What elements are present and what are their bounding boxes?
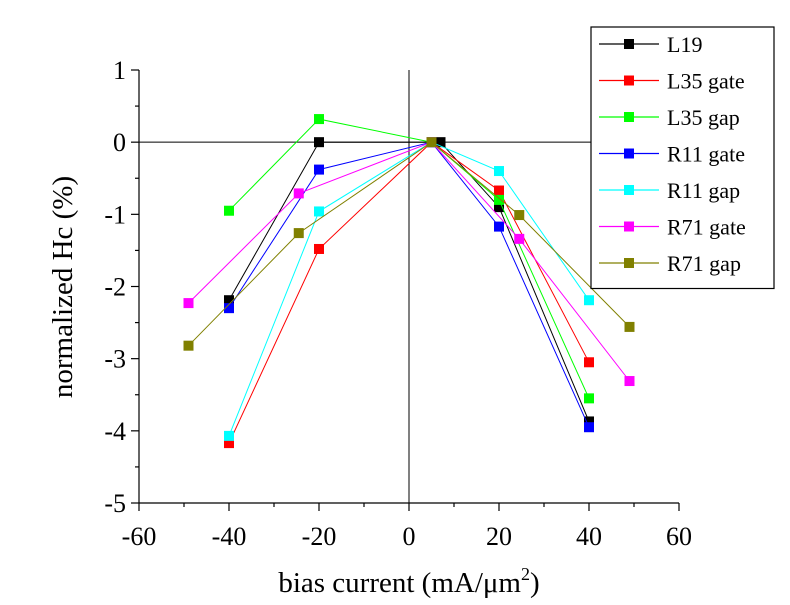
data-point (494, 221, 504, 232)
x-axis-title-superscript: 2 (521, 564, 530, 584)
x-tick-label: -60 (122, 522, 157, 551)
legend-label: R71 gap (667, 251, 741, 276)
x-tick-label: 40 (576, 522, 602, 551)
y-tick-label: -2 (104, 273, 126, 302)
legend-marker (624, 75, 634, 86)
series-layer (183, 114, 635, 449)
data-point (624, 321, 635, 332)
data-point (584, 422, 594, 433)
data-point (624, 376, 635, 387)
legend-item: L19 (599, 32, 702, 57)
y-axis: -5 -4 -3 -2 -1 0 1 (104, 56, 140, 518)
legend-marker (624, 258, 634, 268)
data-point (183, 298, 194, 309)
data-point (494, 185, 504, 196)
data-point (183, 340, 194, 351)
data-point (293, 188, 304, 199)
legend-marker (624, 39, 634, 49)
legend-item: R71 gap (599, 251, 741, 276)
legend-item: R71 gate (599, 215, 746, 240)
data-point (584, 393, 594, 404)
y-axis-title: normalized Hc (%) (47, 176, 79, 398)
legend-item: L35 gap (599, 105, 740, 130)
data-point (514, 233, 525, 244)
data-point (224, 205, 234, 216)
y-tick-label: 0 (113, 128, 126, 157)
legend-label: L35 gate (667, 69, 745, 94)
data-point (494, 202, 504, 213)
legend-marker (624, 185, 634, 195)
legend-label: R11 gap (667, 178, 740, 203)
data-point (224, 295, 234, 306)
legend-label: R71 gate (667, 215, 746, 240)
x-axis-title: bias current (mA/μm2) (278, 564, 539, 599)
data-point (314, 164, 324, 175)
data-point (426, 137, 437, 148)
data-point (314, 114, 324, 125)
data-point (514, 210, 525, 221)
data-point (584, 416, 594, 427)
legend-box (590, 26, 775, 290)
data-point (314, 206, 324, 217)
legend-item: R11 gap (599, 178, 740, 203)
legend-item: R11 gate (599, 142, 745, 167)
legend-label: R11 gate (667, 142, 745, 167)
data-point (494, 194, 504, 205)
legend-marker (624, 221, 634, 232)
x-tick-label: -20 (302, 522, 337, 551)
data-point (224, 438, 234, 449)
data-point (224, 303, 234, 314)
data-point (224, 430, 234, 441)
series-r71-gap (183, 137, 635, 351)
x-tick-label: 20 (486, 522, 512, 551)
data-point (584, 295, 594, 306)
legend-label: L19 (667, 32, 702, 57)
data-point (435, 137, 446, 148)
x-tick-label: -40 (212, 522, 247, 551)
data-point (584, 357, 594, 368)
x-axis-title-close: ) (530, 567, 540, 599)
data-point (494, 166, 504, 177)
legend-marker (624, 148, 634, 159)
data-point (314, 137, 324, 148)
x-axis-title-main: bias current (mA/μm (278, 567, 521, 599)
legend-item: L35 gate (599, 69, 745, 94)
legend-label: L35 gap (667, 105, 740, 130)
x-tick-label: 0 (403, 522, 416, 551)
y-tick-label: -5 (104, 489, 126, 518)
y-tick-label: -4 (104, 417, 126, 446)
y-tick-label: 1 (113, 56, 126, 85)
data-point (293, 228, 304, 239)
y-tick-label: -3 (104, 345, 126, 374)
x-tick-label: 60 (666, 522, 692, 551)
y-tick-label: -1 (104, 200, 126, 229)
x-axis: -60 -40 -20 0 20 40 60 (122, 502, 692, 551)
legend-marker (624, 112, 634, 122)
legend: L19 L35 gate L35 gap R11 gate R11 gap R71 gat… (590, 26, 775, 290)
data-point (314, 243, 324, 254)
